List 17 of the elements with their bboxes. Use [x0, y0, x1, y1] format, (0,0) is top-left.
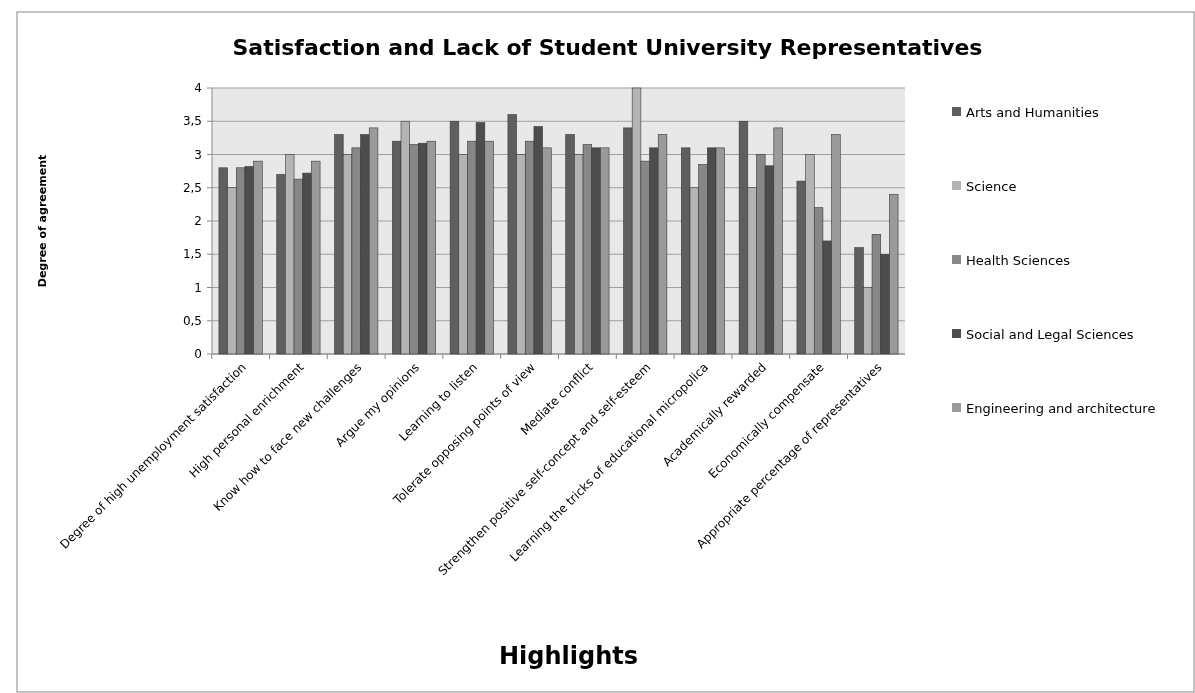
- y-tick-label: 1,5: [182, 247, 202, 262]
- y-tick-label: 4: [194, 81, 202, 96]
- y-tick-label: 3: [194, 147, 202, 162]
- x-axis-title: Highlights: [498, 642, 639, 670]
- legend-label: Social and Legal Sciences: [966, 326, 1134, 342]
- y-tick-label: 1: [194, 280, 202, 295]
- legend-label: Arts and Humanities: [966, 104, 1100, 120]
- y-tick-label: 3,5: [182, 114, 202, 129]
- y-axis-title: Degree of agreement: [36, 154, 49, 288]
- legend-label: Health Sciences: [966, 252, 1071, 268]
- legend-label: Science: [966, 178, 1017, 194]
- legend-label: Engineering and architecture: [966, 400, 1156, 416]
- chart-title: Satisfaction and Lack of Student University Representatives: [232, 35, 983, 60]
- y-tick-label: 2,5: [182, 180, 202, 195]
- y-tick-label: 0: [194, 347, 202, 362]
- y-tick-label: 2: [194, 214, 202, 229]
- y-tick-label: 0,5: [182, 313, 202, 328]
